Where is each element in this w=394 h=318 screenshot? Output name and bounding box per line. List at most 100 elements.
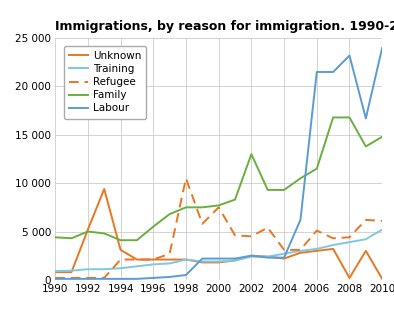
Family: [184, 205, 188, 209]
Family: [216, 204, 221, 207]
Labour: [282, 256, 286, 259]
Family: [298, 176, 303, 180]
Labour: [347, 54, 352, 58]
Refugee: [298, 248, 303, 252]
Unknown: [118, 248, 123, 252]
Family: [151, 225, 156, 229]
Labour: [184, 273, 188, 277]
Family: [69, 236, 74, 240]
Family: [282, 188, 286, 192]
Family: [364, 144, 368, 148]
Labour: [135, 277, 139, 281]
Unknown: [282, 257, 286, 260]
Labour: [118, 277, 123, 281]
Labour: [249, 254, 254, 258]
Line: Family: Family: [55, 117, 382, 240]
Unknown: [233, 259, 238, 262]
Family: [102, 232, 106, 235]
Refugee: [53, 276, 58, 280]
Unknown: [266, 255, 270, 259]
Training: [151, 262, 156, 266]
Labour: [200, 257, 204, 260]
Refugee: [249, 234, 254, 238]
Refugee: [151, 258, 156, 261]
Unknown: [184, 258, 188, 261]
Training: [118, 266, 123, 270]
Family: [331, 115, 335, 119]
Training: [314, 247, 319, 251]
Unknown: [380, 277, 385, 281]
Family: [135, 238, 139, 242]
Unknown: [53, 270, 58, 274]
Labour: [314, 70, 319, 74]
Line: Refugee: Refugee: [55, 178, 382, 278]
Training: [102, 267, 106, 271]
Unknown: [216, 260, 221, 264]
Family: [380, 135, 385, 139]
Refugee: [282, 248, 286, 252]
Labour: [69, 277, 74, 281]
Training: [167, 261, 172, 265]
Family: [53, 235, 58, 239]
Training: [364, 237, 368, 241]
Labour: [151, 276, 156, 280]
Family: [266, 188, 270, 192]
Unknown: [85, 228, 90, 232]
Unknown: [102, 187, 106, 191]
Labour: [233, 257, 238, 260]
Unknown: [200, 260, 204, 264]
Training: [85, 267, 90, 271]
Family: [347, 115, 352, 119]
Refugee: [314, 229, 319, 232]
Family: [85, 230, 90, 233]
Refugee: [347, 235, 352, 239]
Refugee: [200, 222, 204, 226]
Refugee: [184, 176, 188, 180]
Family: [314, 167, 319, 170]
Labour: [331, 70, 335, 74]
Training: [233, 259, 238, 262]
Training: [266, 255, 270, 259]
Labour: [85, 277, 90, 281]
Unknown: [331, 247, 335, 251]
Unknown: [364, 249, 368, 253]
Labour: [53, 277, 58, 281]
Text: Immigrations, by reason for immigration. 1990-2010: Immigrations, by reason for immigration.…: [55, 20, 394, 33]
Unknown: [135, 258, 139, 261]
Training: [216, 259, 221, 263]
Line: Labour: Labour: [55, 48, 382, 279]
Family: [200, 205, 204, 209]
Refugee: [216, 205, 221, 209]
Refugee: [167, 252, 172, 256]
Labour: [380, 46, 385, 50]
Refugee: [364, 218, 368, 222]
Refugee: [69, 276, 74, 280]
Training: [380, 228, 385, 232]
Labour: [364, 116, 368, 120]
Refugee: [85, 276, 90, 280]
Labour: [266, 256, 270, 259]
Family: [233, 198, 238, 202]
Labour: [298, 218, 303, 222]
Refugee: [102, 276, 106, 280]
Training: [184, 258, 188, 261]
Refugee: [380, 219, 385, 223]
Refugee: [118, 258, 123, 261]
Unknown: [69, 270, 74, 274]
Training: [331, 243, 335, 247]
Unknown: [298, 251, 303, 255]
Line: Training: Training: [55, 230, 382, 271]
Training: [53, 269, 58, 273]
Training: [200, 259, 204, 263]
Unknown: [167, 258, 172, 261]
Refugee: [266, 226, 270, 230]
Unknown: [314, 249, 319, 253]
Training: [282, 252, 286, 256]
Labour: [216, 257, 221, 260]
Family: [118, 238, 123, 242]
Refugee: [233, 233, 238, 237]
Legend: Unknown, Training, Refugee, Family, Labour: Unknown, Training, Refugee, Family, Labo…: [64, 46, 147, 119]
Line: Unknown: Unknown: [55, 189, 382, 279]
Unknown: [249, 254, 254, 258]
Labour: [102, 277, 106, 281]
